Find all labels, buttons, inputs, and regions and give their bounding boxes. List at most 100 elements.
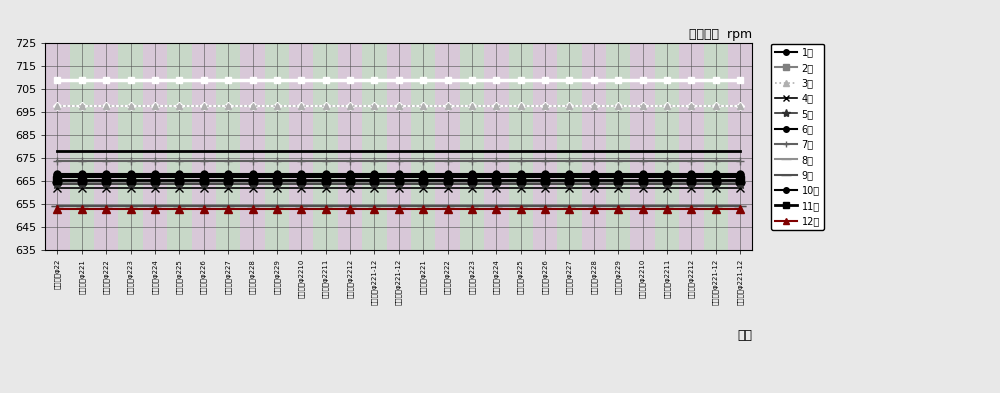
2架 — [417, 180, 429, 184]
9架 — [515, 204, 527, 209]
5架 — [539, 182, 551, 187]
9架 — [100, 204, 112, 209]
8架 — [442, 204, 454, 209]
12架 — [198, 206, 210, 211]
1架 — [637, 175, 649, 180]
Line: 5架: 5架 — [53, 180, 745, 189]
9架 — [637, 204, 649, 209]
12架 — [393, 206, 405, 211]
3架 — [344, 104, 356, 108]
2架 — [271, 180, 283, 184]
7架 — [100, 159, 112, 164]
2架 — [466, 180, 478, 184]
12架 — [490, 206, 502, 211]
5架 — [490, 182, 502, 187]
3架 — [490, 104, 502, 108]
11架 — [393, 177, 405, 182]
2架 — [637, 180, 649, 184]
9架 — [173, 204, 185, 209]
2架 — [539, 180, 551, 184]
7架 — [344, 159, 356, 164]
3架 — [710, 104, 722, 108]
3架 — [539, 104, 551, 108]
10架 — [466, 172, 478, 176]
11架 — [612, 177, 624, 182]
1架 — [710, 175, 722, 180]
7架 — [247, 159, 259, 164]
9架 — [76, 204, 88, 209]
9架 — [490, 204, 502, 209]
6架 — [149, 173, 161, 178]
Text: 电机转速  rpm: 电机转速 rpm — [689, 28, 752, 41]
6架 — [685, 173, 697, 178]
7架 — [320, 159, 332, 164]
10架 — [271, 172, 283, 176]
Bar — [265, 43, 289, 250]
9架 — [51, 204, 63, 209]
6架 — [173, 173, 185, 178]
5架 — [734, 182, 746, 187]
4架 — [271, 185, 283, 190]
9架 — [271, 204, 283, 209]
Line: 10架: 10架 — [54, 171, 744, 178]
5架 — [393, 182, 405, 187]
10架 — [368, 172, 380, 176]
Bar — [533, 43, 557, 250]
3架 — [51, 104, 63, 108]
2架 — [710, 180, 722, 184]
1架 — [734, 175, 746, 180]
7架 — [368, 159, 380, 164]
11架 — [368, 177, 380, 182]
10架 — [417, 172, 429, 176]
3架 — [466, 104, 478, 108]
7架 — [563, 159, 575, 164]
Bar — [630, 43, 655, 250]
5架 — [173, 182, 185, 187]
4架 — [539, 185, 551, 190]
7架 — [466, 159, 478, 164]
1架 — [442, 175, 454, 180]
9架 — [320, 204, 332, 209]
3架 — [685, 104, 697, 108]
Bar — [313, 43, 338, 250]
9架 — [661, 204, 673, 209]
Bar — [411, 43, 435, 250]
11架 — [320, 177, 332, 182]
9架 — [539, 204, 551, 209]
1架 — [661, 175, 673, 180]
6架 — [588, 173, 600, 178]
6架 — [466, 173, 478, 178]
8架 — [588, 204, 600, 209]
8架 — [125, 204, 137, 209]
Bar — [606, 43, 630, 250]
4架 — [125, 185, 137, 190]
10架 — [515, 172, 527, 176]
Line: 3架: 3架 — [54, 103, 744, 110]
5架 — [51, 182, 63, 187]
6架 — [247, 173, 259, 178]
9架 — [222, 204, 234, 209]
5架 — [515, 182, 527, 187]
2架 — [100, 180, 112, 184]
8架 — [100, 204, 112, 209]
6架 — [125, 173, 137, 178]
5架 — [710, 182, 722, 187]
10架 — [563, 172, 575, 176]
8架 — [539, 204, 551, 209]
1架 — [393, 175, 405, 180]
3架 — [637, 104, 649, 108]
4架 — [247, 185, 259, 190]
9架 — [344, 204, 356, 209]
3架 — [734, 104, 746, 108]
Bar — [289, 43, 313, 250]
9架 — [295, 204, 307, 209]
Bar — [557, 43, 582, 250]
4架 — [393, 185, 405, 190]
5架 — [100, 182, 112, 187]
Bar — [362, 43, 387, 250]
11架 — [271, 177, 283, 182]
8架 — [563, 204, 575, 209]
12架 — [320, 206, 332, 211]
8架 — [198, 204, 210, 209]
9架 — [393, 204, 405, 209]
